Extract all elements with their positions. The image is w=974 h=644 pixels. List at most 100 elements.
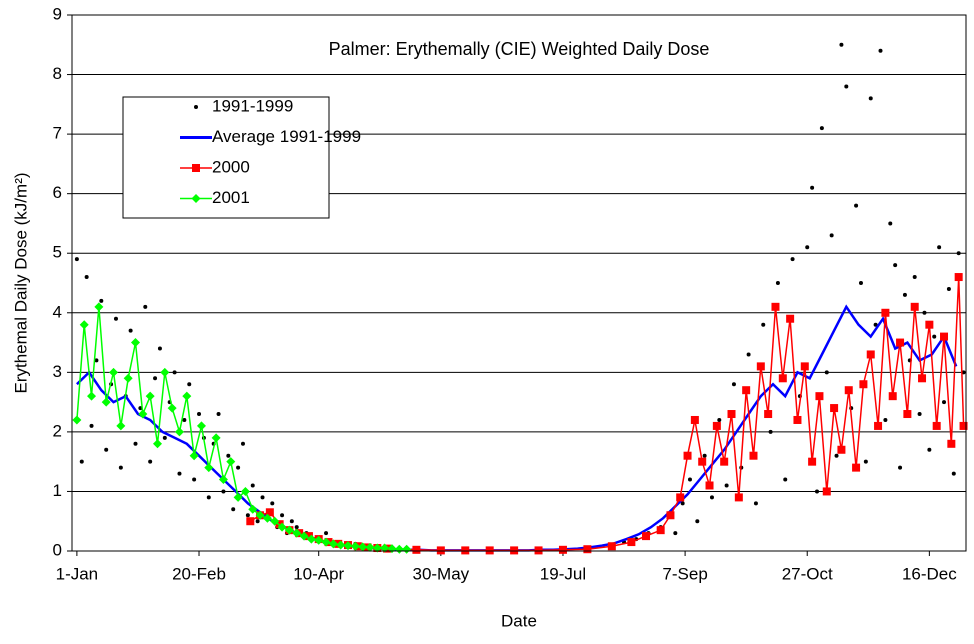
data-point bbox=[859, 380, 868, 389]
data-point bbox=[157, 346, 162, 351]
data-point bbox=[946, 286, 951, 291]
data-point bbox=[627, 538, 636, 547]
data-point bbox=[162, 435, 167, 440]
data-point bbox=[192, 477, 197, 482]
data-point bbox=[204, 463, 214, 473]
data-point bbox=[932, 421, 941, 430]
data-point bbox=[328, 539, 338, 549]
data-point bbox=[182, 391, 192, 401]
data-point bbox=[768, 429, 773, 434]
data-point bbox=[226, 453, 231, 458]
data-point bbox=[436, 546, 445, 555]
x-tick-label: 30-May bbox=[412, 564, 469, 583]
data-point bbox=[321, 537, 331, 547]
data-point bbox=[883, 417, 888, 422]
data-point bbox=[292, 528, 302, 538]
y-tick-label: 5 bbox=[53, 243, 62, 262]
data-point bbox=[922, 310, 927, 315]
y-tick-label: 6 bbox=[53, 183, 62, 202]
data-point bbox=[873, 322, 878, 327]
data-point bbox=[216, 412, 221, 417]
data-point bbox=[336, 540, 346, 550]
x-tick-label: 20-Feb bbox=[172, 564, 226, 583]
data-point bbox=[720, 457, 729, 466]
data-point bbox=[153, 376, 158, 381]
legend-label: 2001 bbox=[212, 188, 250, 207]
legend: 1991-1999 Average 1991-1999 2000 2001 bbox=[122, 96, 361, 219]
data-point bbox=[84, 275, 89, 280]
data-point bbox=[698, 457, 707, 466]
data-point bbox=[245, 513, 250, 518]
data-point bbox=[304, 532, 313, 541]
data-point bbox=[925, 320, 934, 329]
data-point bbox=[815, 489, 819, 494]
data-point bbox=[852, 463, 861, 472]
data-point bbox=[299, 531, 309, 541]
data-point bbox=[289, 519, 294, 524]
data-point bbox=[265, 508, 274, 517]
data-point bbox=[868, 96, 873, 101]
data-point bbox=[690, 415, 699, 424]
data-point bbox=[275, 520, 284, 529]
x-tick-label: 27-Oct bbox=[782, 564, 833, 583]
data-point bbox=[910, 302, 919, 311]
data-point bbox=[954, 273, 963, 282]
data-point bbox=[182, 417, 187, 422]
data-point bbox=[775, 281, 780, 285]
data-point bbox=[844, 386, 853, 395]
data-point bbox=[240, 486, 250, 496]
data-point bbox=[673, 531, 678, 536]
data-point bbox=[746, 352, 751, 357]
data-point bbox=[912, 275, 917, 280]
x-tick-label: 16-Dec bbox=[902, 564, 957, 583]
data-point bbox=[350, 541, 360, 551]
data-point bbox=[839, 42, 844, 47]
data-point bbox=[206, 495, 211, 500]
y-tick-label: 1 bbox=[53, 481, 62, 500]
data-point bbox=[211, 433, 221, 443]
legend-label: 1991-1999 bbox=[212, 96, 293, 115]
data-point bbox=[808, 457, 817, 466]
data-point bbox=[255, 510, 265, 520]
data-point bbox=[717, 417, 722, 422]
data-point bbox=[854, 203, 859, 208]
y-tick-label: 0 bbox=[53, 540, 62, 559]
data-point bbox=[858, 281, 863, 285]
plot-area bbox=[72, 42, 968, 555]
data-point bbox=[123, 373, 133, 383]
data-point bbox=[187, 382, 192, 387]
data-point bbox=[959, 421, 968, 430]
data-point bbox=[834, 453, 839, 458]
data-point bbox=[844, 84, 849, 89]
data-point bbox=[461, 546, 470, 555]
data-point bbox=[196, 421, 206, 431]
data-point bbox=[761, 322, 766, 327]
data-point bbox=[218, 475, 228, 485]
data-point bbox=[800, 362, 809, 371]
data-point bbox=[324, 531, 329, 536]
data-point bbox=[680, 501, 685, 506]
data-point bbox=[118, 465, 123, 470]
data-point bbox=[656, 526, 665, 535]
data-point bbox=[902, 292, 907, 297]
data-point bbox=[927, 447, 932, 452]
data-point bbox=[255, 519, 260, 524]
data-point bbox=[172, 370, 177, 375]
data-point bbox=[510, 546, 519, 555]
data-point bbox=[133, 441, 138, 446]
data-point bbox=[152, 439, 162, 449]
data-point bbox=[893, 263, 898, 268]
data-point bbox=[702, 453, 707, 458]
data-point bbox=[306, 534, 316, 544]
data-point bbox=[888, 392, 897, 401]
data-point bbox=[898, 465, 903, 470]
data-point bbox=[712, 421, 721, 430]
data-point bbox=[99, 298, 104, 303]
data-point bbox=[824, 370, 829, 375]
data-point bbox=[705, 481, 714, 490]
data-point bbox=[358, 542, 368, 552]
data-point bbox=[878, 48, 883, 53]
data-point bbox=[837, 445, 846, 454]
legend-label: Average 1991-1999 bbox=[212, 127, 361, 146]
